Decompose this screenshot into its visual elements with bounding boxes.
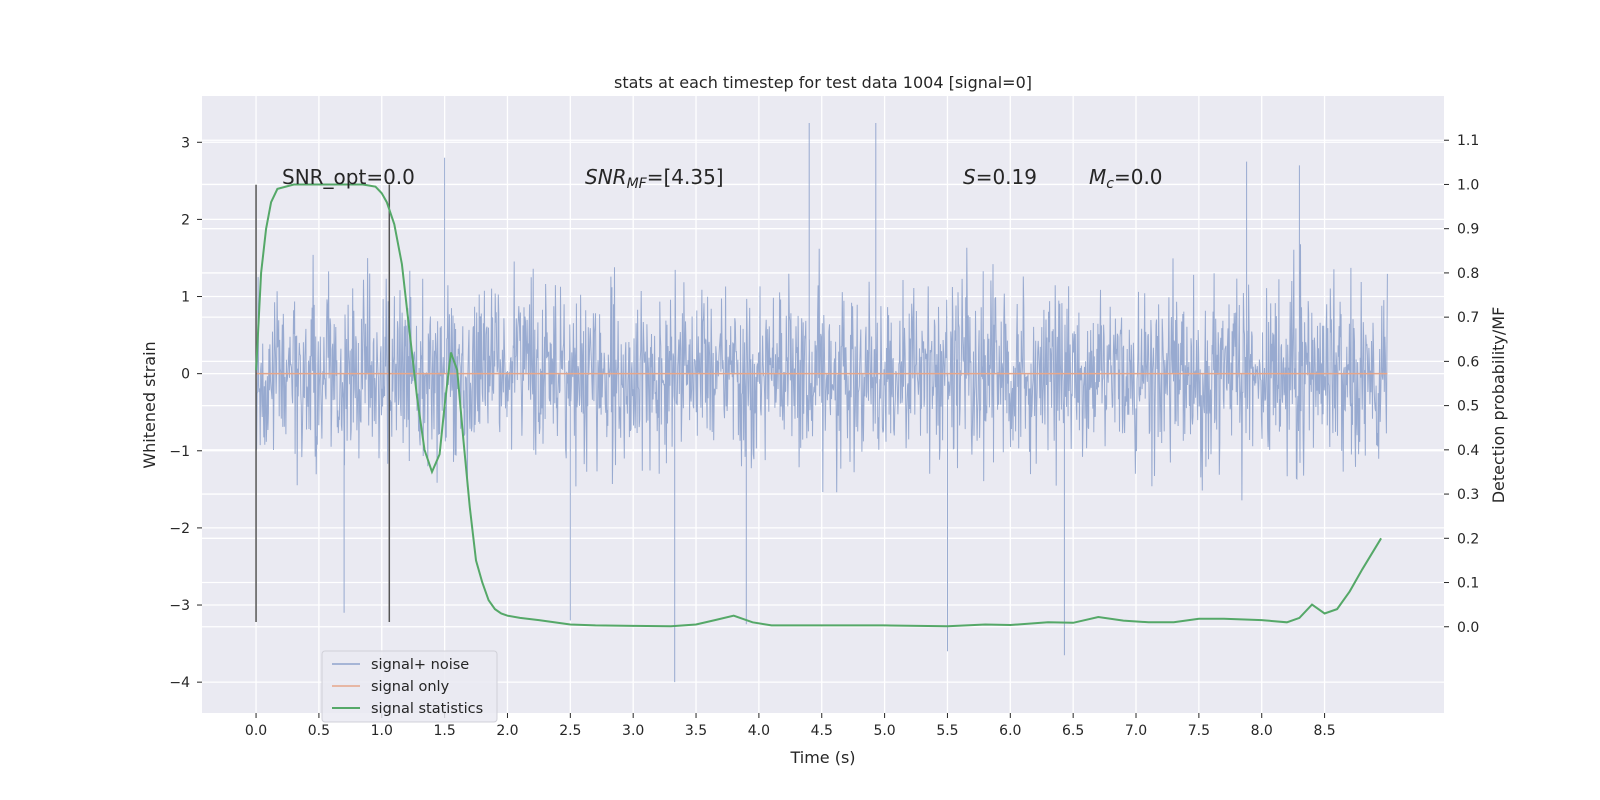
y-tick-label: −2	[169, 521, 190, 537]
annotation-snr-mf-symbol: SNR	[585, 165, 627, 189]
signal-statistics-series	[255, 183, 1382, 628]
y2-tick-label: 0.6	[1457, 354, 1479, 370]
annotation-mc-subscript: c	[1106, 176, 1114, 192]
legend-label-signal-statistics: signal statistics	[371, 701, 483, 717]
y2-tick-label: 0.3	[1457, 487, 1479, 503]
legend-label-signal-only: signal only	[371, 679, 450, 695]
y-tick-label: 1	[181, 290, 190, 306]
y-tick-label: −1	[169, 444, 190, 460]
plot-area	[255, 123, 1388, 683]
annotation-s-symbol: S	[963, 165, 976, 189]
x-tick-label: 3.0	[622, 723, 644, 739]
y2-tick-label: 0.4	[1457, 443, 1479, 459]
y-tick-label: 3	[181, 135, 190, 151]
x-tick-label: 8.5	[1313, 723, 1335, 739]
x-tick-label: 6.0	[999, 723, 1021, 739]
y2-tick-label: 0.2	[1457, 531, 1479, 547]
x-tick-label: 1.0	[371, 723, 393, 739]
annotation-snr-opt: SNR_opt=0.0	[282, 165, 415, 189]
y2-tick-label: 0.5	[1457, 399, 1479, 415]
y-tick-labels: 3 2 1 0 −1 −2 −3 −4	[169, 135, 202, 691]
y2-tick-label: 0.9	[1457, 222, 1479, 238]
x-tick-label: 5.5	[936, 723, 958, 739]
x-tick-label: 2.5	[559, 723, 581, 739]
y2-tick-label: 1.1	[1457, 133, 1479, 149]
annotation-s: S=0.19	[963, 165, 1037, 189]
signal-noise-series	[255, 123, 1388, 683]
y-tick-label: −4	[169, 675, 190, 691]
x-tick-label: 0.5	[308, 723, 330, 739]
y2-tick-label: 1.0	[1457, 177, 1479, 193]
x-tick-label: 7.0	[1125, 723, 1147, 739]
y-tick-label: 0	[181, 367, 190, 383]
y2-tick-label: 0.7	[1457, 310, 1479, 326]
x-tick-label: 5.0	[873, 723, 895, 739]
y2-axis-label: Detection probability/MF	[1489, 307, 1508, 504]
y2-tick-label: 0.8	[1457, 266, 1479, 282]
x-tick-label: 4.0	[748, 723, 770, 739]
legend: signal+ noise signal only signal statist…	[321, 650, 498, 723]
annotation-snr-mf-subscript: MF	[627, 176, 648, 192]
annotation-s-value: =0.19	[976, 165, 1037, 189]
annotation-snr-mf-value: =[4.35]	[647, 165, 724, 189]
y-tick-label: −3	[169, 598, 190, 614]
x-tick-label: 2.0	[496, 723, 518, 739]
annotation-snr-mf: SNRMF=[4.35]	[585, 165, 724, 192]
x-tick-label: 4.5	[811, 723, 833, 739]
x-tick-label: 1.5	[433, 723, 455, 739]
x-tick-label: 6.5	[1062, 723, 1084, 739]
annotation-mc-symbol: M	[1089, 165, 1106, 189]
annotation-mc-value: =0.0	[1114, 165, 1163, 189]
y-tick-label: 2	[181, 212, 190, 228]
y2-tick-label: 0.1	[1457, 576, 1479, 592]
x-tick-label: 7.5	[1188, 723, 1210, 739]
y-axis-label: Whitened strain	[140, 341, 159, 468]
legend-box	[321, 650, 498, 723]
y2-tick-labels: 1.1 1.0 0.9 0.8 0.7 0.6 0.5 0.4 0.3 0.2 0.1 0.0	[1444, 133, 1479, 636]
x-tick-label: 0.0	[245, 723, 267, 739]
annotation-mc: Mc=0.0	[1089, 165, 1163, 192]
x-tick-label: 8.0	[1251, 723, 1273, 739]
vertical-markers	[255, 184, 391, 622]
legend-label-signal-noise: signal+ noise	[371, 657, 469, 673]
x-axis-label: Time (s)	[789, 748, 855, 767]
y2-tick-label: 0.0	[1457, 620, 1479, 636]
x-tick-label: 3.5	[685, 723, 707, 739]
chart-title: stats at each timestep for test data 100…	[614, 73, 1032, 92]
x-tick-labels: 0.0 0.5 1.0 1.5 2.0 2.5 3.0 3.5 4.0 4.5 5.0 5.5 6.0 6…	[245, 713, 1336, 739]
